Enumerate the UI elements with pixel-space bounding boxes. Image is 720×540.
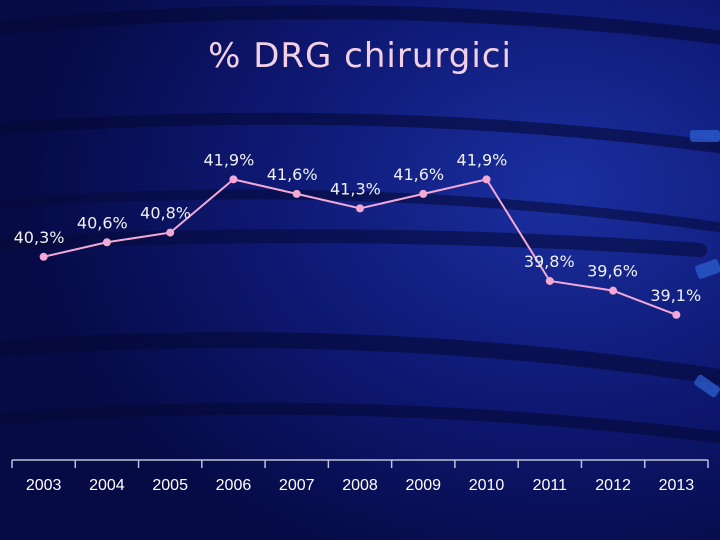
x-tick-label: 2010 (469, 477, 505, 494)
x-tick-label: 2005 (152, 477, 188, 494)
data-point (166, 228, 175, 237)
data-label: 40,3% (14, 228, 65, 247)
data-point (39, 252, 48, 261)
data-point (545, 276, 554, 285)
x-tick-label: 2012 (595, 477, 631, 494)
x-tick-label: 2008 (342, 477, 378, 494)
data-point (482, 175, 491, 184)
data-label: 41,6% (393, 165, 444, 184)
x-tick-label: 2013 (659, 477, 695, 494)
data-point (672, 310, 681, 319)
data-label: 40,6% (77, 213, 128, 232)
x-tick-label: 2011 (533, 477, 568, 494)
data-label: 41,6% (267, 165, 318, 184)
data-point (292, 189, 301, 198)
data-label: 39,6% (587, 262, 638, 281)
data-label: 41,9% (203, 150, 254, 169)
data-label: 41,3% (330, 179, 381, 198)
data-point (419, 189, 428, 198)
x-tick-label: 2009 (405, 477, 441, 494)
data-label: 41,9% (457, 150, 508, 169)
x-tick-label: 2007 (279, 477, 315, 494)
data-label: 39,1% (650, 286, 701, 305)
series-line (43, 178, 677, 316)
data-point (102, 238, 111, 247)
slide-title: % DRG chirurgici (208, 36, 512, 76)
x-tick-label: 2003 (26, 477, 62, 494)
data-label: 39,8% (524, 252, 575, 271)
data-label: 40,8% (140, 204, 191, 223)
data-point (229, 175, 238, 184)
data-point (356, 204, 364, 213)
data-point (609, 286, 618, 295)
x-tick-label: 2004 (89, 477, 125, 494)
x-tick-label: 2006 (216, 477, 252, 494)
